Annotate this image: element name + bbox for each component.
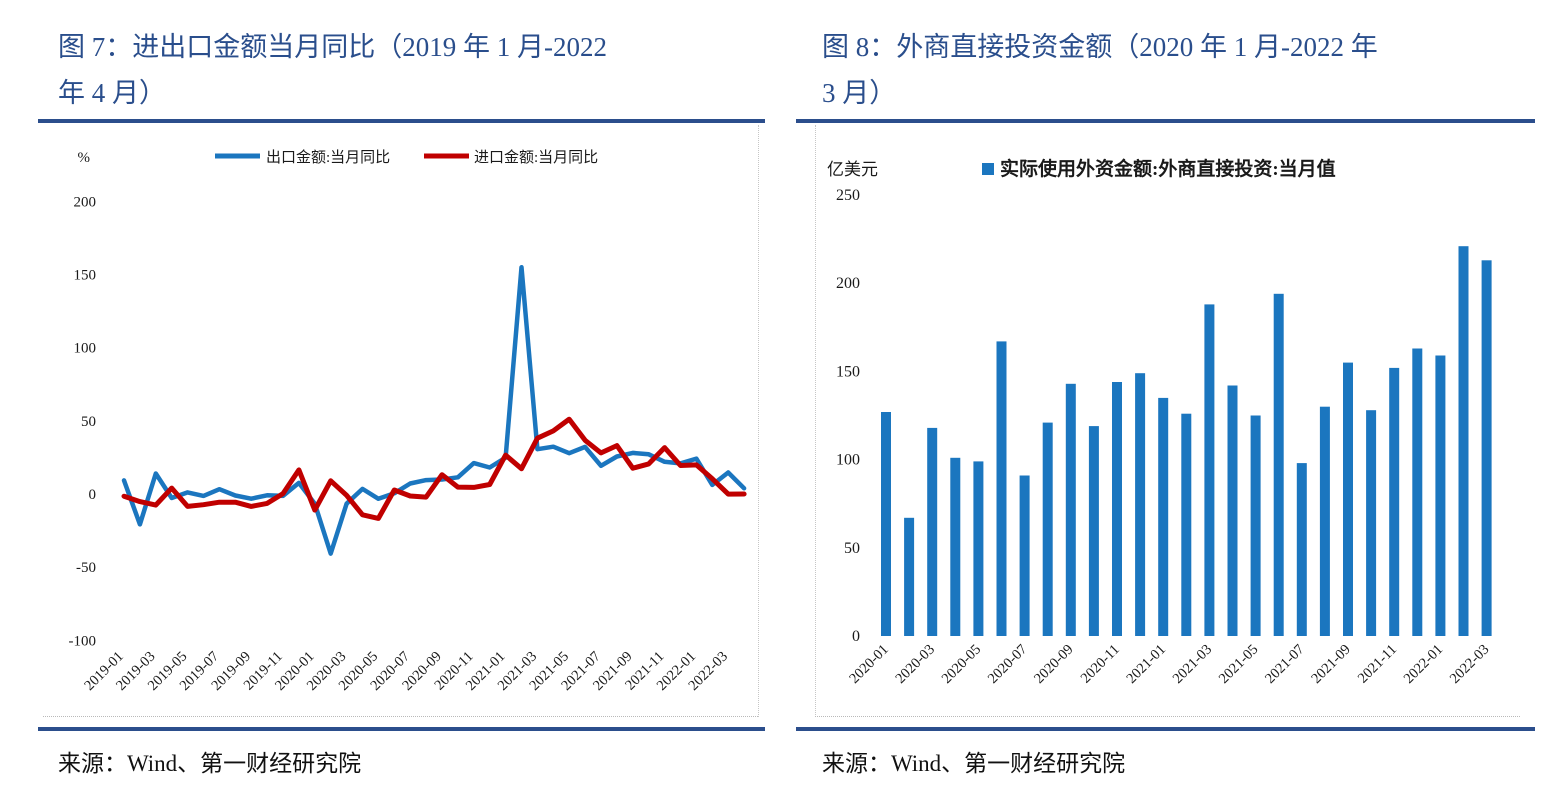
- x-tick-label: 2022-03: [1447, 642, 1492, 687]
- bar: [950, 457, 961, 636]
- panel-divider-dotted-right: [815, 125, 816, 717]
- x-tick-label: 2021-05: [1216, 642, 1261, 687]
- bar: [1112, 382, 1122, 636]
- y-tick-label: 0: [89, 487, 97, 503]
- y-tick-label: 200: [74, 194, 97, 210]
- bar: [1250, 415, 1261, 636]
- figure8-source-note: 来源：Wind、第一财经研究院: [822, 751, 1126, 776]
- bar: [1158, 397, 1169, 636]
- series-line: [121, 265, 747, 556]
- bar: [1042, 422, 1053, 636]
- fdi-bar-chart: 250 200 150 100 50 0 亿美元 实际使用外资金额:外商直接投资:当月值 202…: [827, 157, 1492, 687]
- bar: [1343, 362, 1353, 636]
- x-tick-label: 2021-07: [1262, 642, 1307, 687]
- x-tick-label: 2022-01: [1401, 642, 1446, 687]
- x-tick-label: 2020-05: [939, 642, 984, 687]
- panel-divider-dotted-left: [758, 125, 759, 717]
- figure8-bottom-rule: [796, 727, 1535, 731]
- bar: [973, 461, 984, 636]
- x-tick-label: 2020-01: [846, 642, 891, 687]
- y-tick-label: 50: [81, 414, 96, 430]
- figure7-bottom-rule: [38, 727, 765, 731]
- bar: [1273, 293, 1284, 636]
- legend-label: 实际使用外资金额:外商直接投资:当月值: [1000, 157, 1336, 180]
- bar: [996, 341, 1007, 636]
- bar: [1065, 383, 1076, 636]
- y-tick-label: -50: [76, 560, 96, 576]
- unit-label: %: [78, 150, 91, 166]
- bar: [904, 517, 915, 636]
- legend-label: 出口金额:当月同比: [266, 149, 390, 166]
- bar: [1319, 406, 1330, 636]
- bar: [1458, 246, 1469, 636]
- y-tick-label: 0: [852, 628, 860, 645]
- figure8-dotted-border-bottom: [815, 716, 1520, 717]
- figure8-title-line2: 3 月）: [822, 78, 897, 108]
- bar: [1088, 426, 1099, 636]
- x-tick-label: 2020-03: [893, 642, 938, 687]
- unit-label: 亿美元: [827, 160, 878, 179]
- y-tick-label: 50: [844, 540, 860, 557]
- x-tick-label: 2020-09: [1031, 642, 1076, 687]
- y-tick-label: 100: [836, 452, 860, 469]
- y-tick-label: 250: [836, 187, 860, 204]
- series-line: [121, 416, 747, 521]
- bar: [881, 412, 891, 636]
- bar: [1481, 260, 1492, 636]
- y-tick-label: -100: [69, 633, 97, 649]
- figure7-source-note: 来源：Wind、第一财经研究院: [58, 751, 362, 776]
- y-tick-label: 150: [836, 363, 860, 380]
- figure8-title-rule: [796, 119, 1535, 123]
- figure7-title: 图 7：进出口金额当月同比（2019 年 1 月-2022 年 4 月）: [58, 24, 607, 116]
- legend-label: 进口金额:当月同比: [474, 149, 598, 166]
- x-tick-label: 2021-03: [1170, 642, 1215, 687]
- bar: [1204, 304, 1215, 636]
- bar: [1389, 367, 1400, 636]
- y-tick-label: 200: [836, 275, 860, 292]
- x-tick-label: 2021-09: [1308, 642, 1353, 687]
- bar: [1412, 348, 1423, 636]
- x-tick-label: 2020-07: [985, 642, 1030, 687]
- figure7-title-rule: [38, 119, 765, 123]
- figure8-title: 图 8：外商直接投资金额（2020 年 1 月-2022 年 3 月）: [822, 24, 1378, 116]
- y-tick-label: 100: [74, 341, 97, 357]
- bar: [1181, 413, 1192, 636]
- bar: [1366, 410, 1377, 636]
- bar: [1435, 355, 1446, 636]
- x-tick-label: 2021-11: [1355, 642, 1400, 687]
- bar: [927, 427, 938, 636]
- y-tick-label: 150: [74, 268, 97, 284]
- bar: [1296, 463, 1307, 636]
- figure8-title-line1: 图 8：外商直接投资金额（2020 年 1 月-2022 年: [822, 32, 1378, 62]
- bar: [1227, 385, 1238, 636]
- x-tick-label: 2020-11: [1078, 642, 1123, 687]
- legend-square-marker: [982, 163, 994, 175]
- bar: [1019, 475, 1030, 636]
- x-tick-label: 2021-01: [1124, 642, 1169, 687]
- figure7-dotted-border-bottom: [43, 716, 758, 717]
- bar: [1135, 373, 1146, 636]
- figure7-title-line1: 图 7：进出口金额当月同比（2019 年 1 月-2022: [58, 32, 607, 62]
- figure7-title-line2: 年 4 月）: [58, 78, 166, 108]
